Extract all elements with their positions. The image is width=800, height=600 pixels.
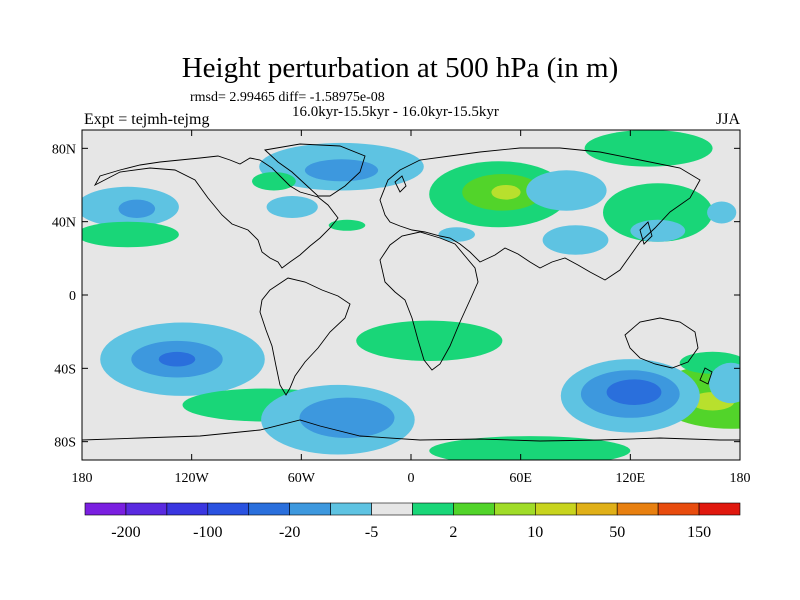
x-tick-label-1: 120W xyxy=(175,471,210,486)
coastline-south-america xyxy=(259,277,351,396)
coastline-africa xyxy=(379,231,479,371)
experiment-label: Expt = tejmh-tejmg xyxy=(84,111,210,128)
anomaly-region-22 xyxy=(118,199,156,218)
anomaly-field xyxy=(82,130,740,460)
colorbar-swatch-7 xyxy=(371,502,413,516)
colorbar-swatch-3 xyxy=(207,502,250,516)
anomaly-region-8 xyxy=(299,397,395,438)
anomaly-region-33 xyxy=(438,227,476,242)
colorbar-swatch-9 xyxy=(453,502,495,516)
x-tick-label-0: 180 xyxy=(72,471,93,486)
anomaly-region-12 xyxy=(606,379,662,406)
colorbar-swatch-1 xyxy=(125,502,168,516)
coastline-north-america xyxy=(93,155,339,269)
y-tick-label-2: 0 xyxy=(69,289,76,304)
colorbar-swatch-10 xyxy=(494,502,536,516)
colorbar-swatch-5 xyxy=(289,502,331,516)
colorbar-swatch-2 xyxy=(166,502,209,516)
anomaly-region-26 xyxy=(328,219,366,231)
anomaly-region-30 xyxy=(542,225,609,255)
x-tick-label-4: 60E xyxy=(509,471,532,486)
colorbar-label-1: -100 xyxy=(193,524,222,541)
coastline-new-zealand xyxy=(699,367,713,385)
x-tick-label-3: 0 xyxy=(408,471,415,486)
periods-label: 16.0kyr-15.5kyr - 16.0kyr-15.5kyr xyxy=(292,104,499,120)
colorbar-swatch-0 xyxy=(84,502,127,516)
colorbar-swatch-13 xyxy=(616,502,659,516)
anomaly-region-31 xyxy=(630,219,686,242)
colorbar-label-2: -20 xyxy=(279,524,300,541)
y-tick-label-0: 80N xyxy=(52,142,76,157)
coastline-eurasia xyxy=(379,147,701,281)
coastline-greenland xyxy=(264,143,366,197)
colorbar-swatch-11 xyxy=(535,502,577,516)
colorbar-swatch-8 xyxy=(412,502,454,516)
anomaly-region-17 xyxy=(304,159,379,182)
anomaly-region-25 xyxy=(266,196,318,218)
anomaly-region-20 xyxy=(491,185,521,200)
x-tick-label-2: 60W xyxy=(288,471,316,486)
anomaly-region-9 xyxy=(356,320,503,361)
coastlines xyxy=(82,143,740,442)
chart-title: Height perturbation at 500 hPa (in m) xyxy=(181,52,619,84)
colorbar-swatch-15 xyxy=(698,502,741,516)
x-tick-label-6: 180 xyxy=(730,471,751,486)
colorbar-label-7: 150 xyxy=(687,524,711,541)
y-tick-label-1: 40N xyxy=(52,216,76,231)
colorbar-label-5: 10 xyxy=(527,524,543,541)
colorbar-swatch-6 xyxy=(330,502,372,516)
anomaly-region-28 xyxy=(526,170,607,211)
colorbar-swatch-14 xyxy=(657,502,700,516)
colorbar-label-4: 2 xyxy=(449,524,457,541)
colorbar-label-3: -5 xyxy=(365,524,378,541)
anomaly-region-32 xyxy=(707,201,737,224)
axis-ticks: 180 120W 60W 0 60E 120E 180 80N 40N 0 40S 80S xyxy=(52,130,751,486)
anomaly-region-5 xyxy=(158,351,196,367)
y-tick-label-3: 40S xyxy=(54,362,76,377)
anomaly-region-23 xyxy=(82,221,179,248)
coastline-antarctica xyxy=(82,419,740,442)
anomaly-region-14 xyxy=(709,362,740,404)
colorbar: -200 -100 -20 -5 2 10 50 150 xyxy=(84,502,741,541)
coastline-japan xyxy=(639,221,653,245)
anomaly-region-24 xyxy=(252,172,296,191)
stats-label: rmsd= 2.99465 diff= -1.58975e-08 xyxy=(190,90,385,105)
season-label: JJA xyxy=(716,111,741,128)
colorbar-label-0: -200 xyxy=(111,524,140,541)
coastline-british-isles xyxy=(394,175,407,193)
colorbar-swatch-4 xyxy=(248,502,290,516)
y-tick-label-4: 80S xyxy=(54,436,76,451)
colorbar-label-6: 50 xyxy=(609,524,625,541)
x-tick-label-5: 120E xyxy=(616,471,646,486)
anomaly-region-15 xyxy=(429,436,631,460)
colorbar-swatch-12 xyxy=(575,502,618,516)
coastline-australia xyxy=(624,317,699,369)
anomaly-region-27 xyxy=(584,130,713,167)
anomaly-region-29 xyxy=(603,183,713,242)
